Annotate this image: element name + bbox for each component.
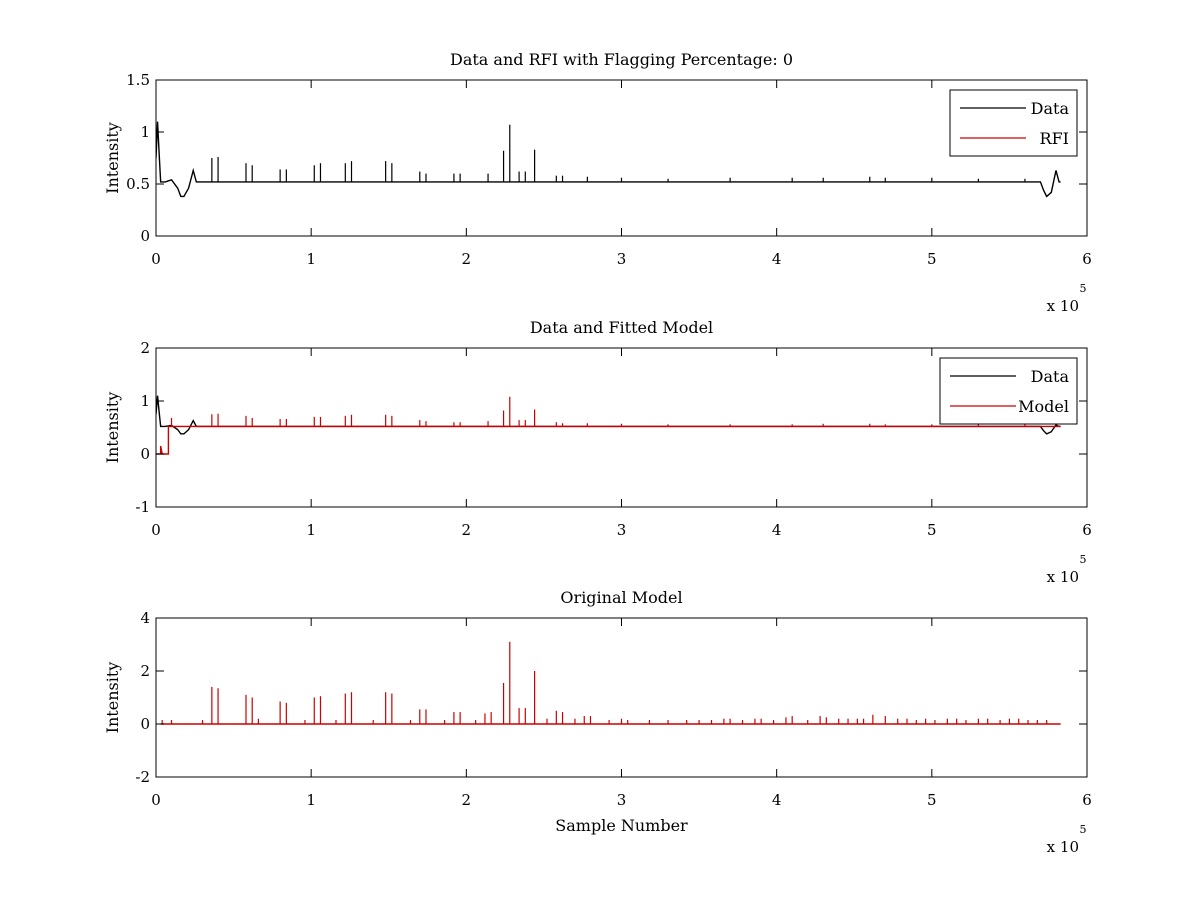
y-axis-label: Intensity bbox=[103, 392, 122, 464]
y-tick-label: -2 bbox=[135, 768, 150, 786]
chart-title: Original Model bbox=[560, 588, 682, 607]
chart-title: Data and Fitted Model bbox=[530, 318, 713, 337]
x-tick-label: 1 bbox=[306, 521, 316, 539]
x-multiplier: x 10 bbox=[1047, 568, 1079, 586]
y-tick-label: 2 bbox=[140, 339, 150, 357]
legend: Data Model bbox=[939, 357, 1078, 425]
x-tick-label: 2 bbox=[462, 521, 472, 539]
y-axis-label: Intensity bbox=[103, 122, 122, 194]
axes-box bbox=[155, 617, 1088, 778]
x-tick-label: 4 bbox=[772, 521, 782, 539]
y-tick-label: 0 bbox=[140, 715, 150, 733]
x-tick-label: 3 bbox=[617, 791, 627, 809]
legend-entry-data: Data bbox=[1031, 367, 1070, 386]
x-tick-label: 0 bbox=[151, 791, 161, 809]
x-tick-label: 6 bbox=[1082, 250, 1092, 268]
legend-entry-model: Model bbox=[1018, 397, 1069, 416]
legend-entry-data: Data bbox=[1031, 99, 1070, 118]
x-exponent: 5 bbox=[1080, 553, 1087, 566]
series-model-2 bbox=[156, 396, 1061, 455]
series-model-3 bbox=[160, 641, 1061, 725]
legend-box bbox=[949, 89, 1078, 157]
y-tick-label: -1 bbox=[135, 498, 150, 516]
x-multiplier: x 10 bbox=[1047, 297, 1079, 315]
x-tick-label: 6 bbox=[1082, 791, 1092, 809]
x-tick-label: 5 bbox=[927, 250, 937, 268]
x-exponent: 5 bbox=[1080, 823, 1087, 836]
x-tick-label: 2 bbox=[462, 250, 472, 268]
series-data-2 bbox=[156, 395, 1061, 435]
x-tick-label: 6 bbox=[1082, 521, 1092, 539]
x-axis-label: Sample Number bbox=[555, 816, 688, 835]
y-tick-label: 1 bbox=[140, 123, 150, 141]
series-line bbox=[156, 121, 1061, 198]
x-tick-label: 1 bbox=[306, 250, 316, 268]
series-line bbox=[156, 425, 1061, 455]
x-tick-label: 2 bbox=[462, 791, 472, 809]
legend: Data RFI bbox=[949, 89, 1078, 157]
y-tick-label: 4 bbox=[140, 609, 150, 627]
y-tick-label: 0 bbox=[140, 227, 150, 245]
x-tick-label: 4 bbox=[772, 791, 782, 809]
x-tick-label: 0 bbox=[151, 521, 161, 539]
x-exponent: 5 bbox=[1080, 282, 1087, 295]
y-tick-label: 0.5 bbox=[126, 175, 150, 193]
x-multiplier: x 10 bbox=[1047, 838, 1079, 856]
x-tick-label: 3 bbox=[617, 521, 627, 539]
y-tick-label: 1.5 bbox=[126, 71, 150, 89]
y-tick-label: 0 bbox=[140, 445, 150, 463]
legend-box bbox=[939, 357, 1078, 425]
x-tick-label: 1 bbox=[306, 791, 316, 809]
y-tick-label: 1 bbox=[140, 392, 150, 410]
axes-box bbox=[155, 79, 1088, 237]
x-tick-label: 4 bbox=[772, 250, 782, 268]
x-tick-label: 0 bbox=[151, 250, 161, 268]
x-tick-label: 5 bbox=[927, 521, 937, 539]
chart-title: Data and RFI with Flagging Percentage: 0 bbox=[450, 50, 793, 69]
x-tick-label: 3 bbox=[617, 250, 627, 268]
legend-entry-rfi: RFI bbox=[1040, 129, 1069, 148]
y-tick-label: 2 bbox=[140, 662, 150, 680]
series-line bbox=[156, 395, 1061, 435]
series-data-1 bbox=[156, 121, 1061, 198]
x-tick-label: 5 bbox=[927, 791, 937, 809]
y-axis-label: Intensity bbox=[103, 662, 122, 734]
